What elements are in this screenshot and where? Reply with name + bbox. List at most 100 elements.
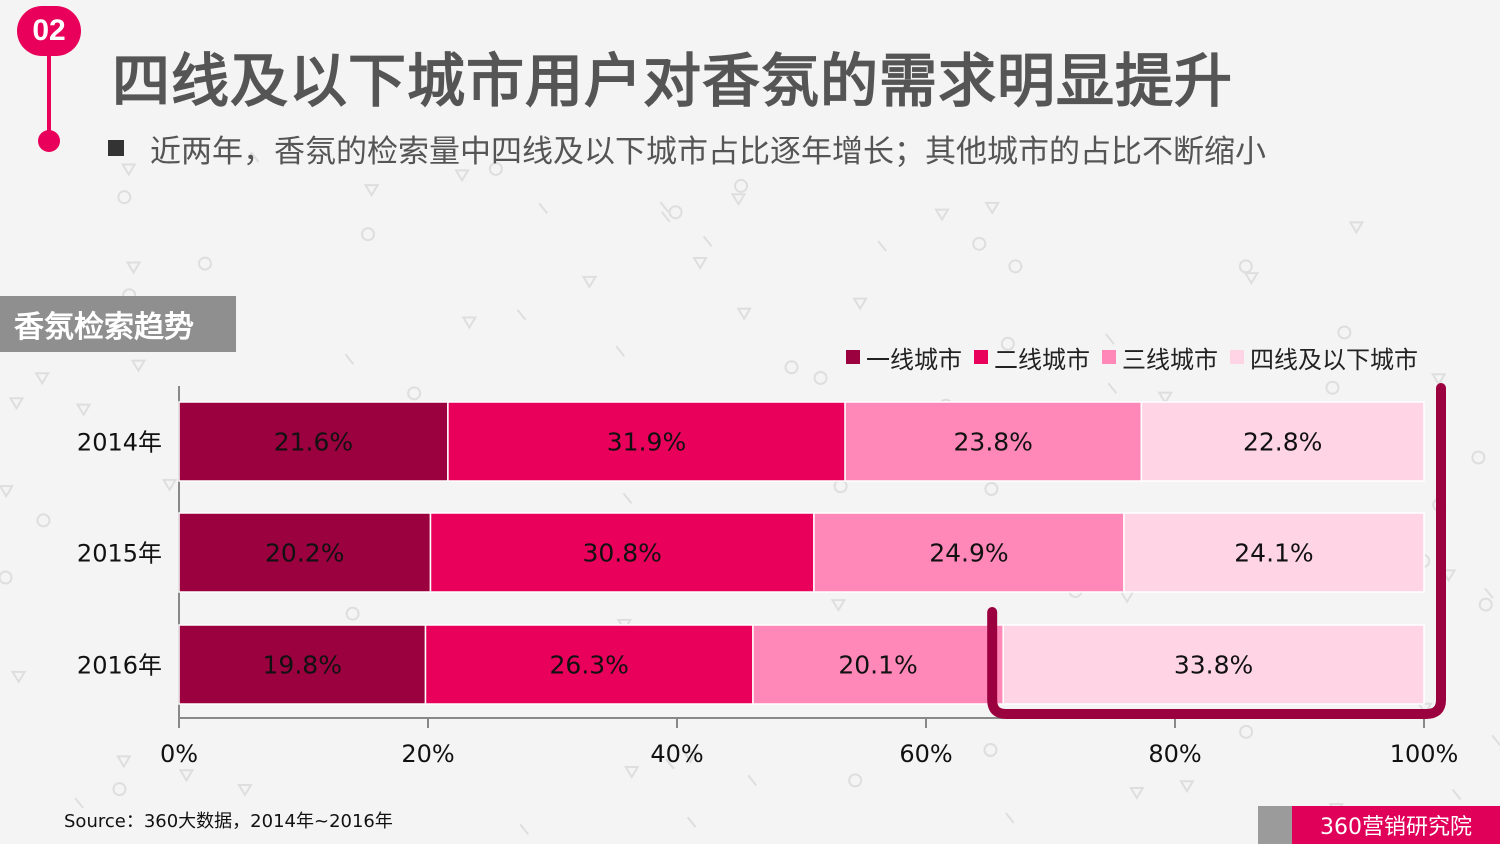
- background-shape: [34, 372, 50, 386]
- background-shape: [813, 370, 828, 385]
- data-label: 33.8%: [1174, 651, 1253, 680]
- bullet-square-icon: [108, 140, 124, 156]
- background-shape: [623, 765, 640, 779]
- data-label: 20.1%: [838, 651, 917, 680]
- background-shape: [692, 257, 708, 270]
- background-shape: [983, 743, 998, 758]
- background-shape: [660, 211, 671, 223]
- bar-segment: [447, 401, 846, 482]
- bar-segment: [178, 512, 432, 593]
- background-shape: [344, 353, 355, 365]
- data-label: 22.8%: [1243, 428, 1322, 457]
- background-shape: [830, 599, 847, 613]
- background-shape: [852, 297, 868, 311]
- section-tag: 香氛检索趋势: [0, 296, 236, 352]
- bar-segment: [1002, 624, 1425, 705]
- background-shape: [1451, 788, 1462, 801]
- background-shape: [659, 201, 670, 213]
- legend-item: 一线城市: [846, 340, 962, 375]
- background-shape: [516, 309, 527, 321]
- background-shape: [1105, 333, 1115, 345]
- background-shape: [686, 816, 697, 828]
- background-shape: [1348, 221, 1365, 235]
- background-shape: [1431, 373, 1447, 387]
- background-shape: [116, 755, 132, 769]
- background-shape: [407, 386, 422, 401]
- background-shape: [581, 275, 598, 289]
- legend-swatch: [846, 350, 860, 364]
- background-shape: [120, 163, 137, 177]
- background-shape: [454, 169, 470, 183]
- background-shape: [877, 240, 887, 252]
- brand-logo: 360营销研究院: [1258, 806, 1500, 844]
- x-tick-label: 80%: [1148, 740, 1201, 768]
- background-shape: [736, 307, 752, 321]
- background-shape: [249, 151, 260, 163]
- background-shape: [1491, 734, 1500, 746]
- x-tick-label: 0%: [160, 740, 198, 768]
- bar-segment: [429, 512, 815, 593]
- background-shape: [730, 193, 747, 207]
- background-shape: [1325, 380, 1340, 395]
- background-shape: [161, 478, 178, 492]
- background-shape: [538, 202, 548, 214]
- legend-label: 一线城市: [866, 345, 962, 374]
- data-label: 31.9%: [607, 428, 686, 457]
- data-label: 24.9%: [929, 539, 1008, 568]
- background-shape: [488, 161, 503, 176]
- background-shape: [117, 190, 132, 205]
- background-shape: [461, 316, 478, 330]
- page-subtitle: 近两年，香氛的检索量中四线及以下城市占比逐年增长；其他城市的占比不断缩小: [150, 134, 1266, 170]
- data-label: 24.1%: [1234, 539, 1313, 568]
- data-label: 26.3%: [550, 651, 629, 680]
- chart-legend: 一线城市 二线城市 三线城市 四线及以下城市: [846, 340, 1430, 374]
- legend-item: 三线城市: [1102, 340, 1218, 375]
- x-tick-label: 100%: [1390, 740, 1459, 768]
- background-shape: [361, 227, 376, 242]
- background-shape: [197, 256, 212, 271]
- background-shape: [734, 178, 749, 193]
- background-shape: [984, 482, 999, 497]
- background-shape: [1337, 325, 1352, 340]
- data-label: 21.6%: [274, 428, 353, 457]
- background-shape: [665, 758, 675, 770]
- data-label: 23.8%: [954, 428, 1033, 457]
- background-shape: [682, 750, 699, 764]
- background-shape: [1471, 450, 1486, 465]
- legend-label: 二线城市: [994, 345, 1090, 374]
- background-shape: [0, 485, 14, 499]
- bar-segment: [424, 624, 754, 705]
- background-shape: [848, 773, 863, 788]
- background-shape: [74, 797, 84, 809]
- background-shape: [615, 345, 626, 357]
- background-shape: [1157, 391, 1174, 405]
- background-shape: [237, 783, 253, 797]
- bar-segment: [1140, 401, 1425, 482]
- background-shape: [36, 513, 51, 528]
- background-shape: [519, 823, 530, 836]
- legend-item: 四线及以下城市: [1230, 340, 1418, 375]
- background-shape: [1129, 786, 1145, 800]
- background-shape: [363, 184, 380, 198]
- background-shape: [1107, 382, 1118, 394]
- bar-segment: [1123, 512, 1425, 593]
- highlight-bracket: [987, 383, 1446, 719]
- background-shape: [1005, 812, 1015, 824]
- background-shape: [1484, 587, 1494, 599]
- background-shape: [784, 360, 799, 375]
- x-tick-label: 20%: [401, 740, 454, 768]
- background-shape: [1000, 336, 1015, 351]
- stacked-bar-chart: 0% 20% 40% 60% 80% 100% 2014年 2015年 2016年 21.6% 31…: [77, 383, 1459, 768]
- background-shape: [75, 403, 92, 417]
- background-shape: [1239, 724, 1254, 739]
- background-shape: [1417, 702, 1433, 716]
- legend-label: 三线城市: [1122, 345, 1218, 374]
- background-shape: [10, 670, 27, 684]
- legend-item: 二线城市: [974, 340, 1090, 375]
- bar-segment: [813, 512, 1125, 593]
- background-shape: [8, 397, 25, 411]
- data-label: 30.8%: [583, 539, 662, 568]
- data-label: 19.8%: [263, 651, 342, 680]
- background-shape: [1478, 597, 1493, 612]
- legend-label: 四线及以下城市: [1250, 345, 1418, 374]
